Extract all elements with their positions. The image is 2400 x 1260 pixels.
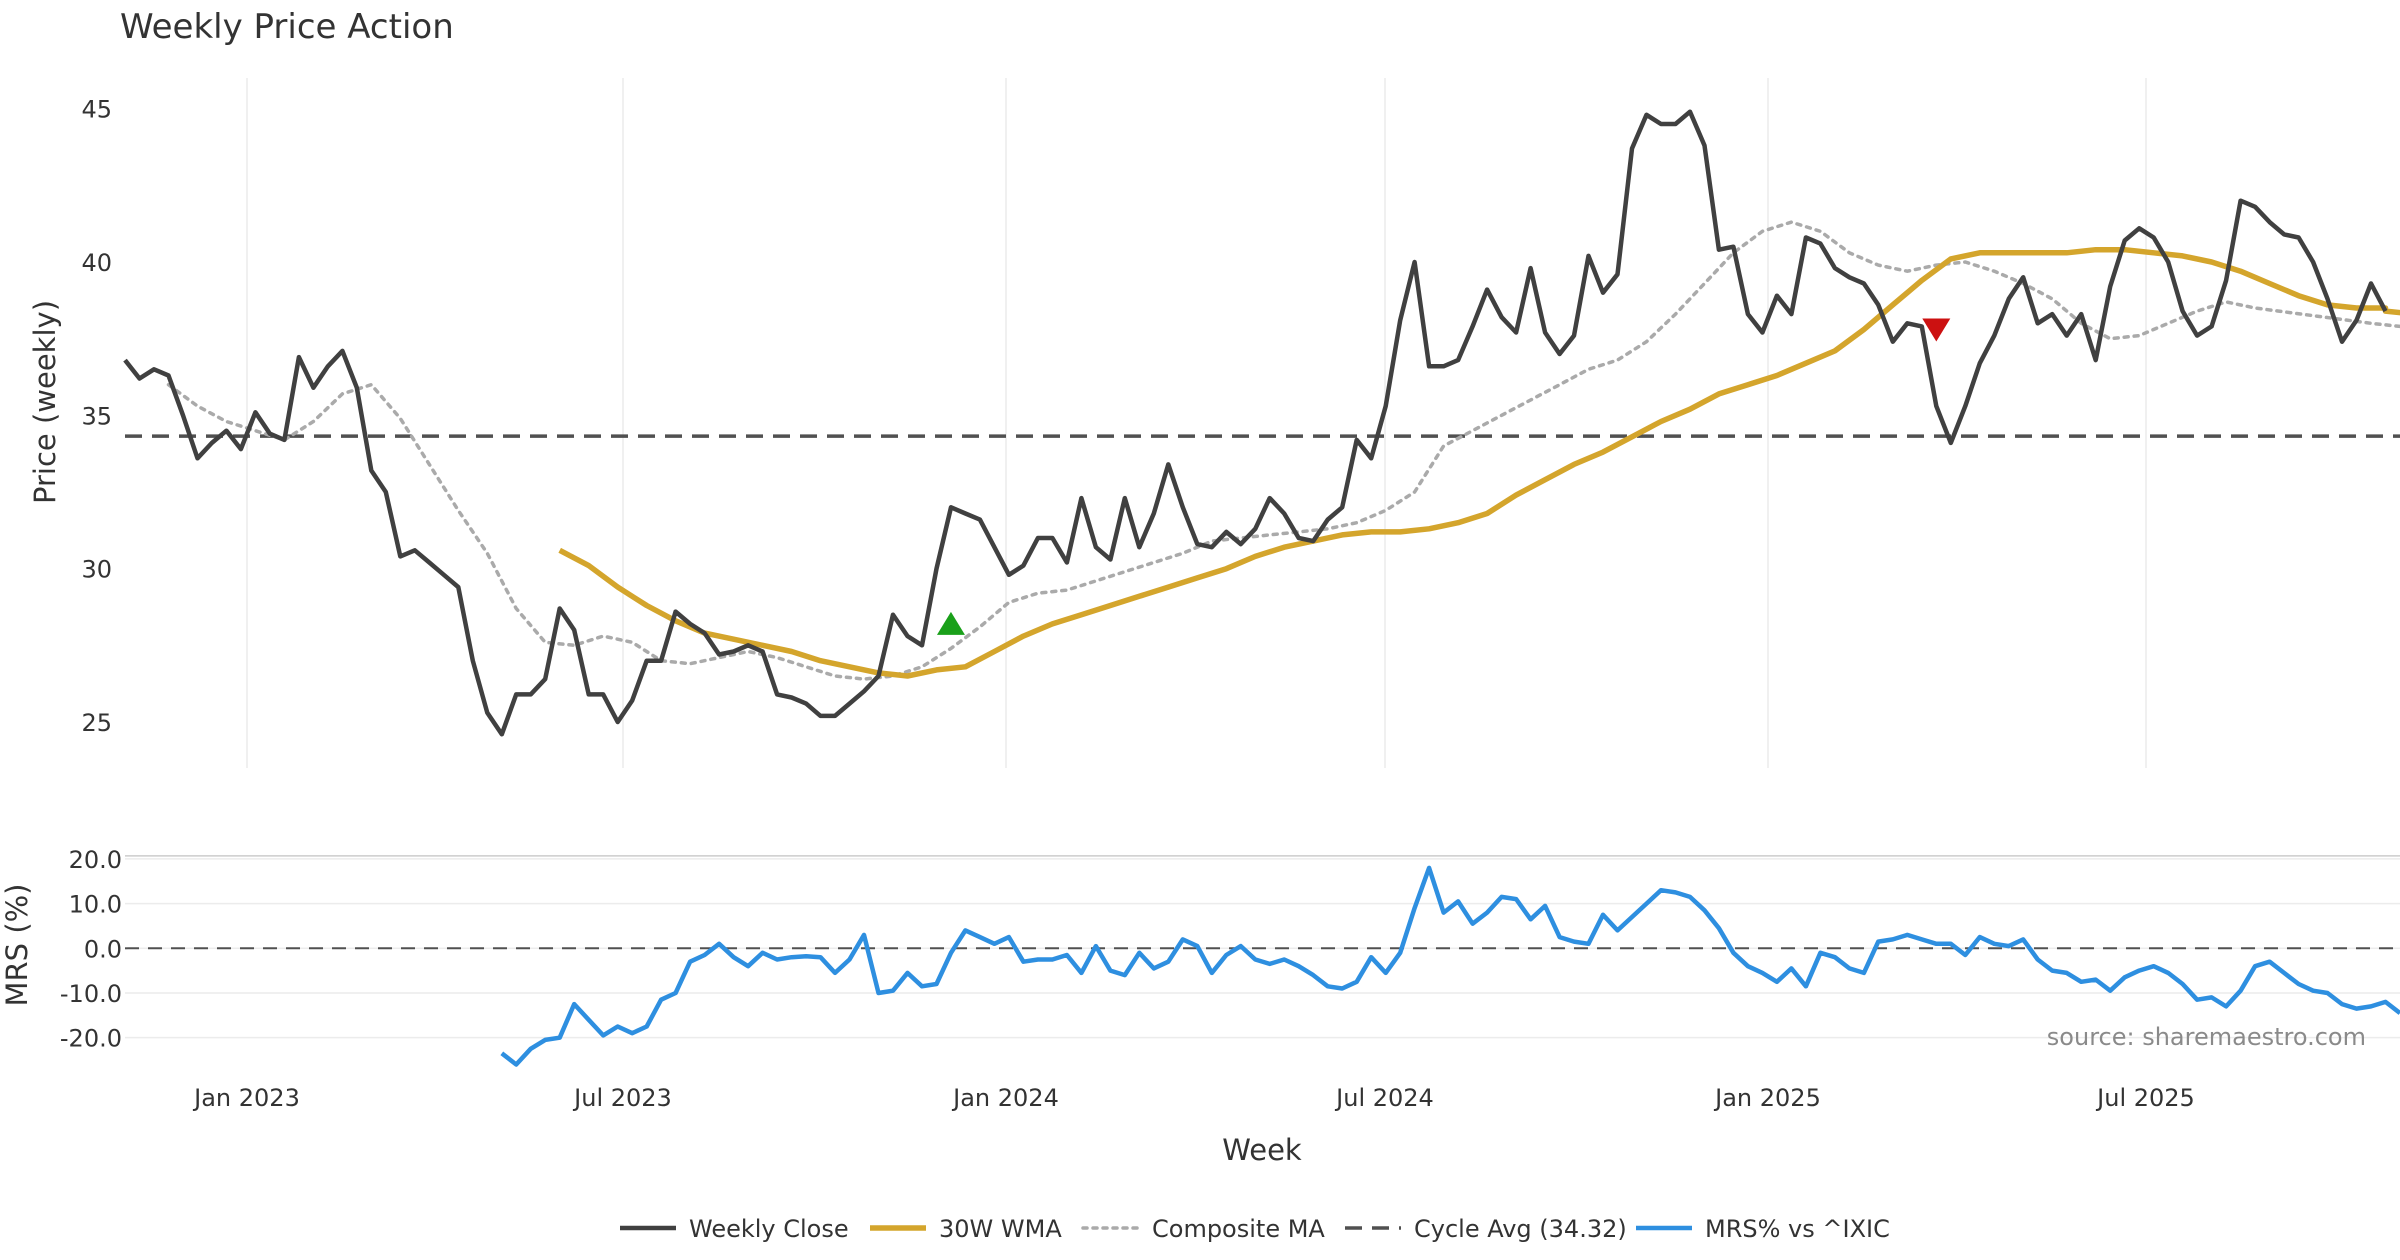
mrs-y-tick-label: -20.0 — [60, 1025, 122, 1053]
buy-signal-marker — [936, 611, 965, 635]
wma-30w-line — [558, 246, 2400, 679]
x-axis-title: Week — [1222, 1133, 1302, 1167]
x-tick-label: Jan 2023 — [192, 1084, 300, 1112]
mrs-gridlines — [125, 855, 2400, 1039]
source-credit: source: sharemaestro.com — [2047, 1023, 2366, 1051]
legend-label-cycle: Cycle Avg (34.32) — [1414, 1215, 1627, 1243]
price-gridlines — [246, 78, 2147, 768]
price-y-axis: 25 30 35 40 45 — [81, 96, 112, 737]
x-tick-label: Jul 2023 — [572, 1084, 672, 1112]
weekly-close-line — [123, 109, 2388, 737]
mrs-y-axis: 20.0 10.0 0.0 -10.0 -20.0 — [60, 846, 122, 1053]
price-panel — [123, 109, 2400, 737]
x-tick-label: Jul 2024 — [1334, 1084, 1434, 1112]
chart-legend: Weekly Close 30W WMA Composite MA Cycle Avg… — [620, 1215, 1890, 1243]
mrs-line — [500, 865, 2400, 1067]
sell-signal-marker — [1922, 318, 1951, 342]
x-tick-label: Jan 2025 — [1713, 1084, 1821, 1112]
x-tick-label: Jul 2025 — [2095, 1084, 2195, 1112]
price-y-tick-label: 45 — [81, 96, 112, 124]
x-axis: Jan 2023 Jul 2023 Jan 2024 Jul 2024 Jan 2025… — [192, 1084, 2195, 1112]
legend-label-wma: 30W WMA — [939, 1215, 1062, 1243]
price-y-tick-label: 30 — [81, 556, 112, 584]
price-y-tick-label: 40 — [81, 249, 112, 277]
mrs-y-axis-title: MRS (%) — [0, 884, 34, 1007]
mrs-y-tick-label: 20.0 — [69, 846, 122, 874]
legend-label-composite: Composite MA — [1152, 1215, 1325, 1243]
mrs-y-tick-label: 10.0 — [69, 891, 122, 919]
legend-label-mrs: MRS% vs ^IXIC — [1705, 1215, 1890, 1243]
legend-label-close: Weekly Close — [689, 1215, 849, 1243]
chart-title: Weekly Price Action — [120, 7, 454, 47]
price-y-axis-title: Price (weekly) — [28, 300, 62, 504]
x-tick-label: Jan 2024 — [951, 1084, 1059, 1112]
mrs-panel — [125, 865, 2400, 1067]
mrs-y-tick-label: 0.0 — [84, 935, 122, 963]
mrs-y-tick-label: -10.0 — [60, 980, 122, 1008]
composite-ma-line — [166, 220, 2400, 681]
price-y-tick-label: 25 — [81, 709, 112, 737]
price-y-tick-label: 35 — [81, 402, 112, 430]
